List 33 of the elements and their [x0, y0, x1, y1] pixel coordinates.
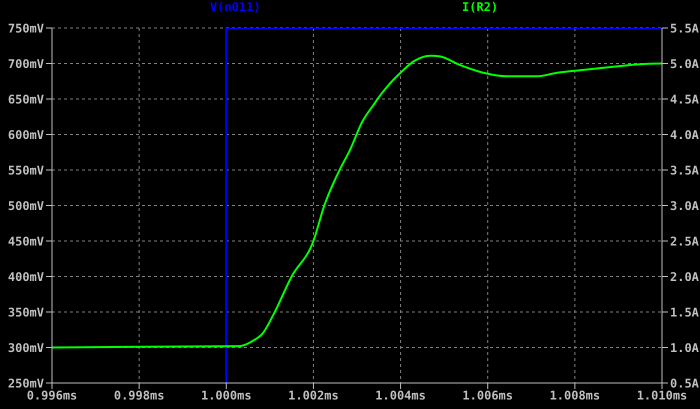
x-tick-label: 1.010ms — [636, 388, 688, 403]
y2-tick-label: 2.5A — [670, 234, 700, 248]
y2-tick-label: 2.0A — [670, 270, 700, 284]
y-tick-label: 650mV — [8, 92, 44, 106]
y-tick-label: 600mV — [8, 128, 44, 142]
y2-tick-label: 3.0A — [670, 198, 700, 213]
y-tick-label: 300mV — [8, 340, 44, 355]
y-tick-label: 450mV — [8, 234, 44, 248]
y-tick-label: 700mV — [8, 56, 44, 71]
y2-tick-label: 5.0A — [670, 56, 700, 71]
x-tick-label: 1.008ms — [550, 388, 600, 403]
x-tick-label: 1.000ms — [200, 388, 252, 403]
x-tick-label: 1.002ms — [288, 388, 339, 403]
y2-tick-label: 0.5A — [670, 376, 700, 390]
y-tick-label: 500mV — [8, 198, 44, 213]
y-tick-label: 750mV — [8, 21, 44, 36]
y2-tick-label: 3.5A — [670, 163, 700, 178]
x-tick-label: 1.004ms — [375, 388, 426, 403]
y-tick-label: 350mV — [8, 305, 44, 320]
y-tick-label: 550mV — [8, 163, 44, 178]
y2-tick-label: 1.5A — [670, 305, 700, 320]
text: I(R2) — [462, 0, 498, 14]
y2-tick-label: 4.0A — [670, 128, 700, 142]
x-tick-label: 0.996ms — [26, 388, 78, 403]
x-tick-label: 1.006ms — [462, 388, 514, 403]
y-tick-label: 400mV — [8, 270, 44, 284]
line-series — [52, 54, 662, 348]
series-label: V(n011) — [210, 0, 261, 14]
y-tick-label: 250mV — [8, 376, 44, 390]
y2-tick-label: 5.5A — [670, 21, 700, 36]
x-tick-label: 0.998ms — [114, 388, 164, 403]
y2-tick-label: 4.5A — [670, 92, 700, 106]
y2-tick-label: 1.0A — [670, 340, 700, 355]
